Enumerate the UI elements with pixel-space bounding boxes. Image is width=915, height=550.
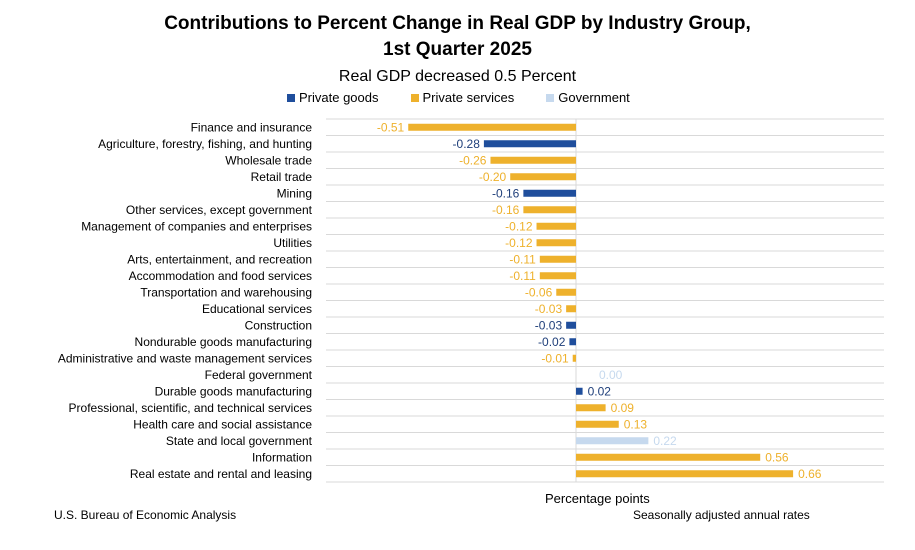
bar [408,123,576,131]
data-label: 0.02 [588,384,612,398]
category-label: Other services, except government [126,203,313,217]
category-label: Mining [277,186,312,200]
data-label: -0.11 [509,269,536,283]
data-label: -0.01 [541,351,569,365]
bar [569,338,576,346]
bar [539,255,576,263]
legend-item-private-goods: Private goods [287,90,379,106]
bar [576,404,606,412]
data-label: -0.28 [453,137,481,151]
category-label: Durable goods manufacturing [155,384,312,398]
data-label: -0.20 [479,170,507,184]
x-axis-label: Percentage points [545,491,650,506]
data-label: 0.00 [599,368,623,382]
category-label: Arts, entertainment, and recreation [127,252,312,266]
legend-item-private-services: Private services [410,90,515,106]
legend-swatch-government [546,94,555,102]
legend-label-private-goods: Private goods [299,90,379,105]
data-label: -0.12 [505,236,533,250]
category-label: Federal government [205,368,313,382]
category-label: Management of companies and enterprises [81,219,312,233]
category-label: Finance and insurance [191,120,313,134]
bar [483,140,576,148]
legend-label-private-services: Private services [422,90,515,105]
bar [556,288,576,296]
data-label: -0.12 [505,219,533,233]
bar [576,387,583,395]
category-label: Accommodation and food services [129,269,312,283]
chart-subtitle: Real GDP decreased 0.5 Percent [338,68,577,85]
data-label: 0.13 [624,417,648,431]
bar [576,437,649,445]
bar [566,321,576,329]
data-label: 0.09 [611,401,635,415]
rates-note: Seasonally adjusted annual rates [633,508,810,522]
bar [536,222,576,230]
data-label: 0.22 [653,434,677,448]
data-label: -0.26 [459,153,487,167]
category-label: Real estate and rental and leasing [130,467,312,481]
data-label: 0.56 [765,450,789,464]
bar [572,354,576,362]
bar [490,156,576,164]
category-label: Professional, scientific, and technical … [69,401,312,415]
legend-item-government: Government [546,90,630,106]
legend-swatch-private-goods [287,94,295,102]
category-label: Retail trade [251,170,313,184]
chart-title-line2: 1st Quarter 2025 [383,39,532,60]
data-label: -0.11 [509,252,536,266]
data-label: -0.06 [525,285,553,299]
bar [576,453,761,461]
bar [566,305,576,313]
data-label: -0.16 [492,186,520,200]
category-label: Administrative and waste management serv… [58,351,312,365]
bar [539,272,576,280]
category-label: State and local government [166,434,313,448]
bar [523,206,576,214]
data-label: -0.02 [538,335,566,349]
category-label: Utilities [273,236,312,250]
category-label: Health care and social assistance [133,417,312,431]
data-label: -0.03 [535,302,563,316]
bar [523,189,576,197]
data-label: 0.66 [798,467,822,481]
category-label: Information [252,450,312,464]
bar [536,239,576,247]
category-label: Agriculture, forestry, fishing, and hunt… [98,137,312,151]
category-label: Nondurable goods manufacturing [135,335,312,349]
data-label: -0.16 [492,203,520,217]
category-label: Educational services [202,302,312,316]
legend: Private goods Private services Governmen… [287,90,630,106]
data-label: -0.03 [535,318,563,332]
legend-swatch-private-services [410,94,419,102]
category-label: Transportation and warehousing [140,285,312,299]
legend-label-government: Government [558,90,630,105]
bar [576,420,619,428]
bar [510,173,576,181]
category-label: Wholesale trade [225,153,312,167]
source-note: U.S. Bureau of Economic Analysis [54,508,237,522]
bar [576,470,794,478]
category-label: Construction [245,318,312,332]
chart-title-line1: Contributions to Percent Change in Real … [164,13,751,34]
data-label: -0.51 [377,120,405,134]
